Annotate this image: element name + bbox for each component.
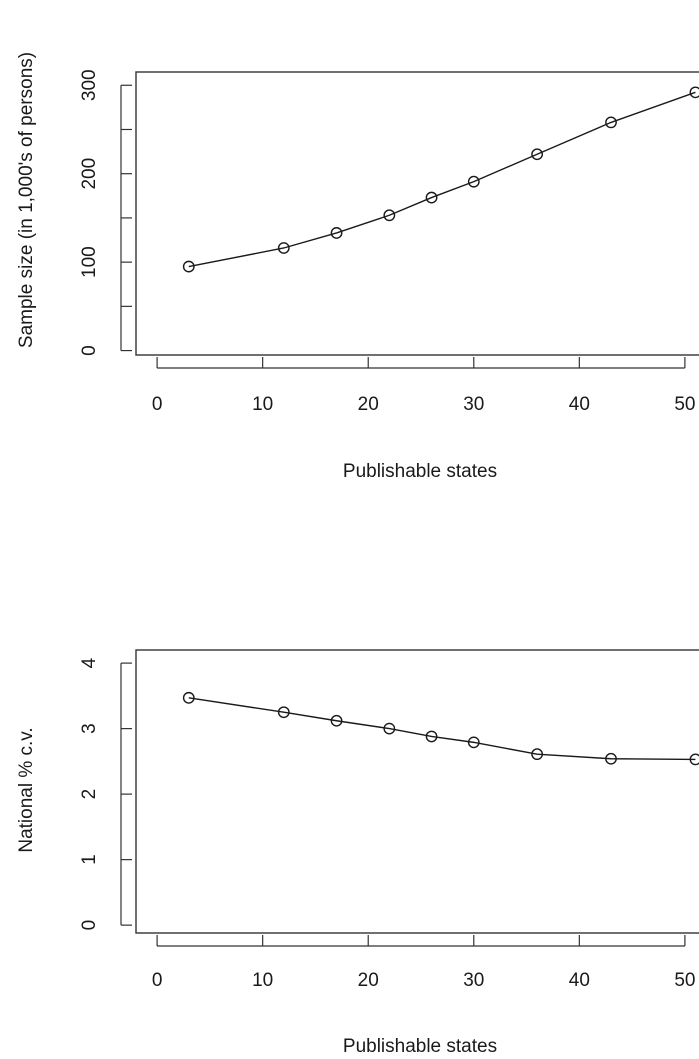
x-axis-label: Publishable states xyxy=(343,1036,497,1057)
y-tick-label: 4 xyxy=(79,657,100,668)
sample-size-chart: 0 10 20 30 40 50 0 100 200 300 Publishable states… xyxy=(16,52,699,482)
plot-frame xyxy=(136,650,699,933)
x-tick-label: 20 xyxy=(358,970,379,991)
y-tick-label: 200 xyxy=(79,158,100,190)
y-tick-label: 300 xyxy=(79,69,100,101)
plot-frame xyxy=(136,72,699,355)
data-point xyxy=(184,261,194,271)
y-tick-label: 2 xyxy=(79,789,100,800)
y-tick-label: 1 xyxy=(79,854,100,865)
x-tick-label: 50 xyxy=(674,394,695,415)
series-line xyxy=(189,698,696,760)
x-tick-label: 30 xyxy=(463,394,484,415)
x-tick-label: 0 xyxy=(152,970,163,991)
y-axis-label: National % c.v. xyxy=(16,727,37,852)
x-tick-label: 20 xyxy=(358,394,379,415)
series-line xyxy=(189,92,696,266)
national-cv-chart: 0 10 20 30 40 50 0 1 2 3 4 Publishable states Nati… xyxy=(16,650,699,1057)
y-tick-label: 0 xyxy=(79,345,100,356)
y-tick-label: 100 xyxy=(79,246,100,278)
x-tick-label: 40 xyxy=(569,394,590,415)
x-tick-label: 0 xyxy=(152,394,163,415)
y-axis-label: Sample size (in 1,000's of persons) xyxy=(16,52,37,348)
x-tick-label: 50 xyxy=(674,970,695,991)
y-tick-label: 0 xyxy=(79,920,100,931)
x-tick-label: 40 xyxy=(569,970,590,991)
x-tick-label: 30 xyxy=(463,970,484,991)
x-tick-label: 10 xyxy=(252,970,273,991)
x-tick-label: 10 xyxy=(252,394,273,415)
x-axis-label: Publishable states xyxy=(343,461,497,482)
y-tick-label: 3 xyxy=(79,723,100,734)
